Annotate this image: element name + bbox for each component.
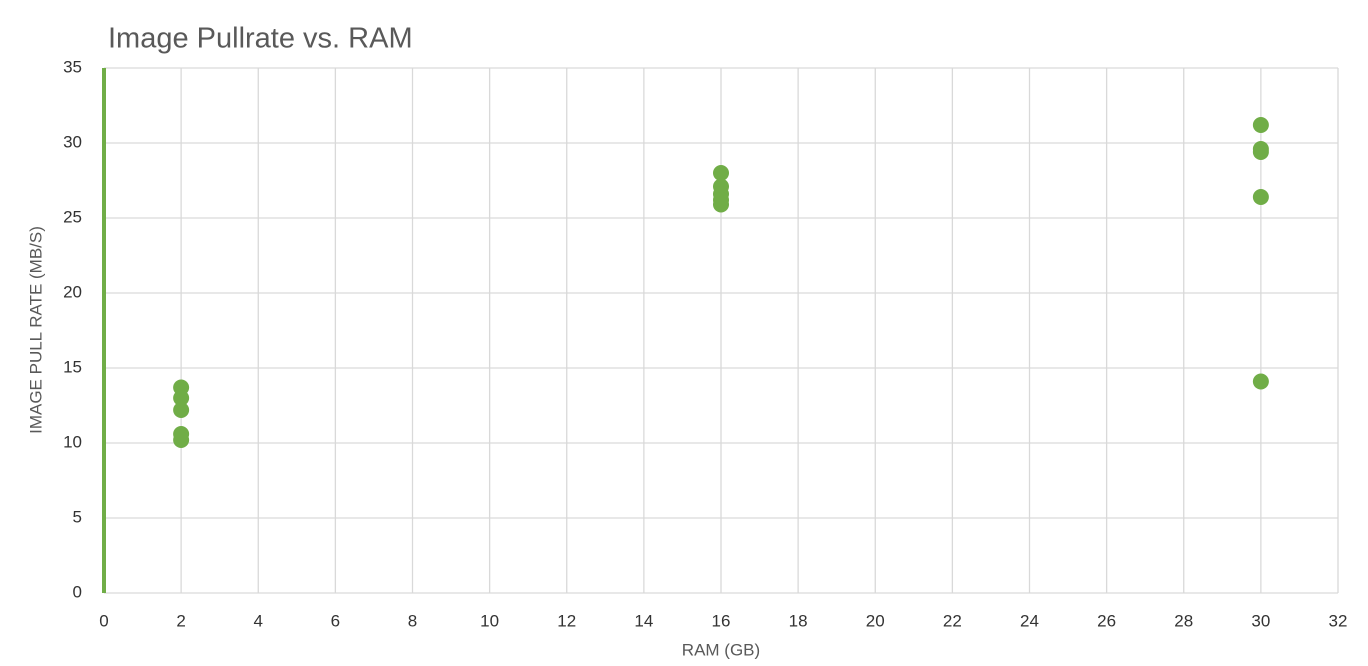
y-tick-label: 30 (63, 132, 82, 151)
x-tick-label: 24 (1020, 611, 1039, 630)
point (1252, 189, 1269, 205)
x-tick-label: 2 (176, 611, 185, 630)
x-tick-label: 8 (408, 611, 417, 630)
y-tick-label: 25 (63, 207, 82, 226)
x-tick-label: 32 (1329, 611, 1348, 630)
point (713, 196, 729, 213)
x-tick-label: 30 (1251, 611, 1270, 630)
point (1252, 117, 1269, 133)
x-tick-label: 10 (480, 611, 499, 630)
point (173, 432, 190, 448)
point (1252, 144, 1269, 160)
y-tick-label: 10 (63, 432, 82, 451)
x-tick-label: 4 (254, 611, 263, 630)
x-tick-label: 6 (331, 611, 340, 630)
x-tick-label: 0 (99, 611, 108, 630)
x-tick-label: 26 (1097, 611, 1116, 630)
x-tick-label: 12 (557, 611, 576, 630)
y-tick-label: 5 (73, 507, 82, 526)
x-tick-label: 18 (789, 611, 808, 630)
y-tick-label: 0 (73, 582, 82, 601)
y-tick-label: 15 (63, 357, 82, 376)
y-axis-label: IMAGE PULL RATE (MB/S) (26, 226, 45, 434)
x-tick-label: 16 (712, 611, 731, 630)
y-tick-label: 20 (63, 282, 82, 301)
x-axis-label: RAM (GB) (682, 640, 760, 659)
y-tick-label: 35 (63, 57, 82, 76)
point (173, 402, 190, 418)
point (1252, 373, 1269, 390)
x-tick-label: 22 (943, 611, 962, 630)
chart-title: Image Pullrate vs. RAM (108, 23, 413, 55)
x-tick-label: 14 (634, 611, 653, 630)
point (713, 165, 729, 181)
point (173, 390, 190, 406)
x-tick-label: 28 (1174, 611, 1193, 630)
x-tick-label: 20 (866, 611, 885, 630)
